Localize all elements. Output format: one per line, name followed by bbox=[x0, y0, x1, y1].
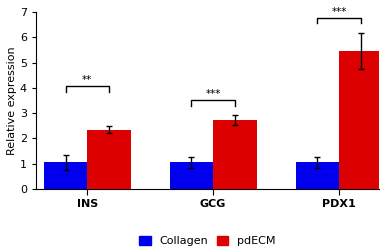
Legend: Collagen, pdECM: Collagen, pdECM bbox=[135, 232, 280, 251]
Bar bbox=[296, 163, 339, 189]
Bar bbox=[170, 163, 213, 189]
Bar bbox=[87, 130, 131, 189]
Text: ***: *** bbox=[205, 89, 221, 99]
Text: **: ** bbox=[82, 75, 93, 85]
Bar bbox=[213, 120, 257, 189]
Y-axis label: Relative expression: Relative expression bbox=[7, 46, 17, 155]
Bar bbox=[44, 163, 87, 189]
Bar bbox=[339, 51, 383, 189]
Text: ***: *** bbox=[331, 7, 347, 17]
